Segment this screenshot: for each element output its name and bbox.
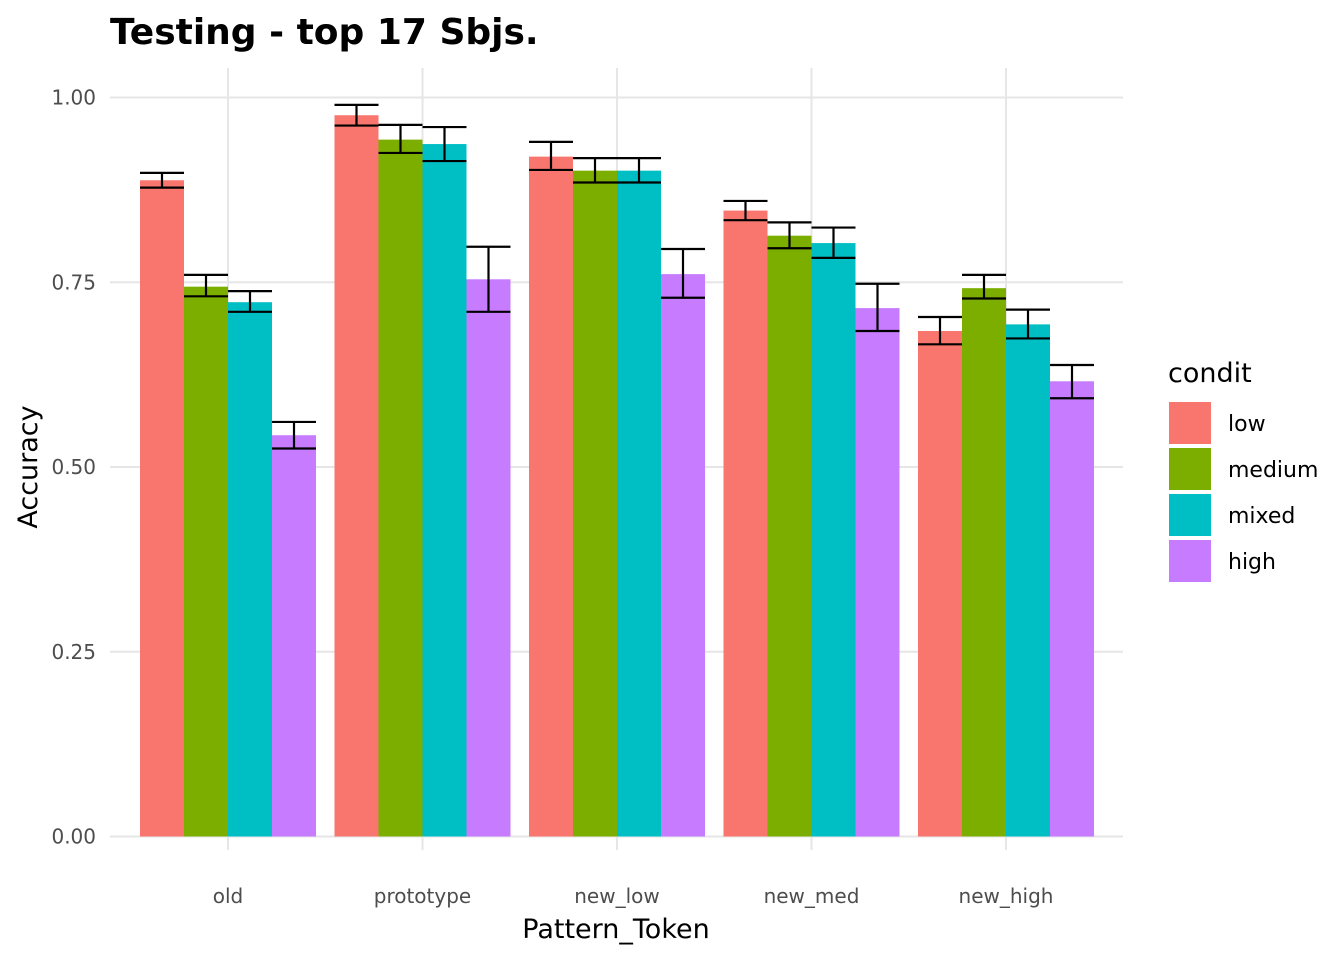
bar-low-old bbox=[140, 180, 184, 837]
errorbar-mixed-new_med bbox=[811, 226, 856, 259]
y-tick-label: 0.75 bbox=[51, 270, 96, 294]
bar-mixed-new_high bbox=[1006, 324, 1050, 837]
errorbar-medium-prototype bbox=[378, 123, 423, 155]
x-tick-label: new_med bbox=[764, 884, 860, 908]
errorbar-medium-new_med bbox=[767, 221, 812, 250]
legend-key-low bbox=[1169, 402, 1211, 444]
errorbar-low-new_med bbox=[723, 199, 768, 222]
errorbar-high-new_low bbox=[661, 247, 705, 299]
bar-medium-prototype bbox=[378, 139, 423, 837]
bar-high-new_high bbox=[1050, 381, 1094, 837]
errorbar-low-new_low bbox=[529, 140, 573, 172]
x-tick-label: new_low bbox=[574, 884, 660, 908]
legend-label-medium: medium bbox=[1228, 458, 1318, 483]
bars bbox=[140, 115, 1094, 837]
error-bars bbox=[140, 103, 1094, 450]
legend-label-mixed: mixed bbox=[1228, 504, 1295, 529]
x-axis-ticks: old prototype new_low new_med new_high bbox=[213, 884, 1054, 908]
legend-label-low: low bbox=[1228, 412, 1266, 437]
bar-medium-new_med bbox=[767, 235, 812, 837]
legend-key-medium bbox=[1169, 448, 1211, 490]
errorbar-high-prototype bbox=[466, 245, 511, 313]
errorbar-mixed-new_high bbox=[1006, 308, 1050, 340]
errorbar-medium-old bbox=[184, 273, 228, 298]
legend-title: condit bbox=[1168, 358, 1252, 389]
bar-mixed-prototype bbox=[422, 144, 467, 837]
bar-low-new_med bbox=[723, 210, 768, 837]
bar-low-prototype bbox=[334, 115, 379, 837]
y-tick-label: 0.50 bbox=[51, 455, 96, 479]
errorbar-high-new_high bbox=[1050, 363, 1094, 400]
errorbar-high-new_med bbox=[855, 282, 900, 333]
legend-key-mixed bbox=[1169, 494, 1211, 536]
bar-high-new_med bbox=[855, 308, 900, 837]
bar-mixed-new_med bbox=[811, 243, 856, 837]
bar-high-old bbox=[272, 435, 316, 837]
bar-high-new_low bbox=[661, 274, 705, 837]
errorbar-mixed-old bbox=[228, 290, 272, 313]
errorbar-mixed-prototype bbox=[422, 125, 467, 163]
y-axis-title: Accuracy bbox=[13, 405, 44, 528]
x-tick-label: prototype bbox=[374, 884, 471, 908]
bar-medium-old bbox=[184, 286, 228, 837]
errorbar-high-old bbox=[272, 420, 316, 450]
bar-mixed-old bbox=[228, 302, 272, 837]
bar-high-prototype bbox=[466, 279, 511, 837]
y-tick-label: 1.00 bbox=[51, 86, 96, 110]
y-tick-label: 0.00 bbox=[51, 825, 96, 849]
errorbar-medium-new_low bbox=[573, 156, 617, 184]
chart-title: Testing - top 17 Sbjs. bbox=[110, 12, 539, 53]
x-tick-label: new_high bbox=[959, 884, 1054, 908]
errorbar-medium-new_high bbox=[962, 273, 1006, 300]
errorbar-low-old bbox=[140, 171, 184, 189]
legend-label-high: high bbox=[1228, 550, 1276, 575]
y-tick-label: 0.25 bbox=[51, 640, 96, 664]
y-axis-ticks: 0.00 0.25 0.50 0.75 1.00 bbox=[51, 86, 96, 849]
errorbar-low-new_high bbox=[918, 315, 962, 346]
legend-key-high bbox=[1169, 540, 1211, 582]
bar-medium-new_low bbox=[573, 170, 617, 837]
bar-mixed-new_low bbox=[617, 170, 661, 837]
errorbar-mixed-new_low bbox=[617, 156, 661, 184]
errorbar-low-prototype bbox=[334, 103, 379, 127]
bar-low-new_high bbox=[918, 331, 962, 837]
bar-medium-new_high bbox=[962, 288, 1006, 837]
x-tick-label: old bbox=[213, 884, 244, 908]
x-axis-title: Pattern_Token bbox=[522, 914, 709, 945]
legend: condit low medium mixed high bbox=[1168, 358, 1318, 582]
bar-low-new_low bbox=[529, 156, 573, 837]
